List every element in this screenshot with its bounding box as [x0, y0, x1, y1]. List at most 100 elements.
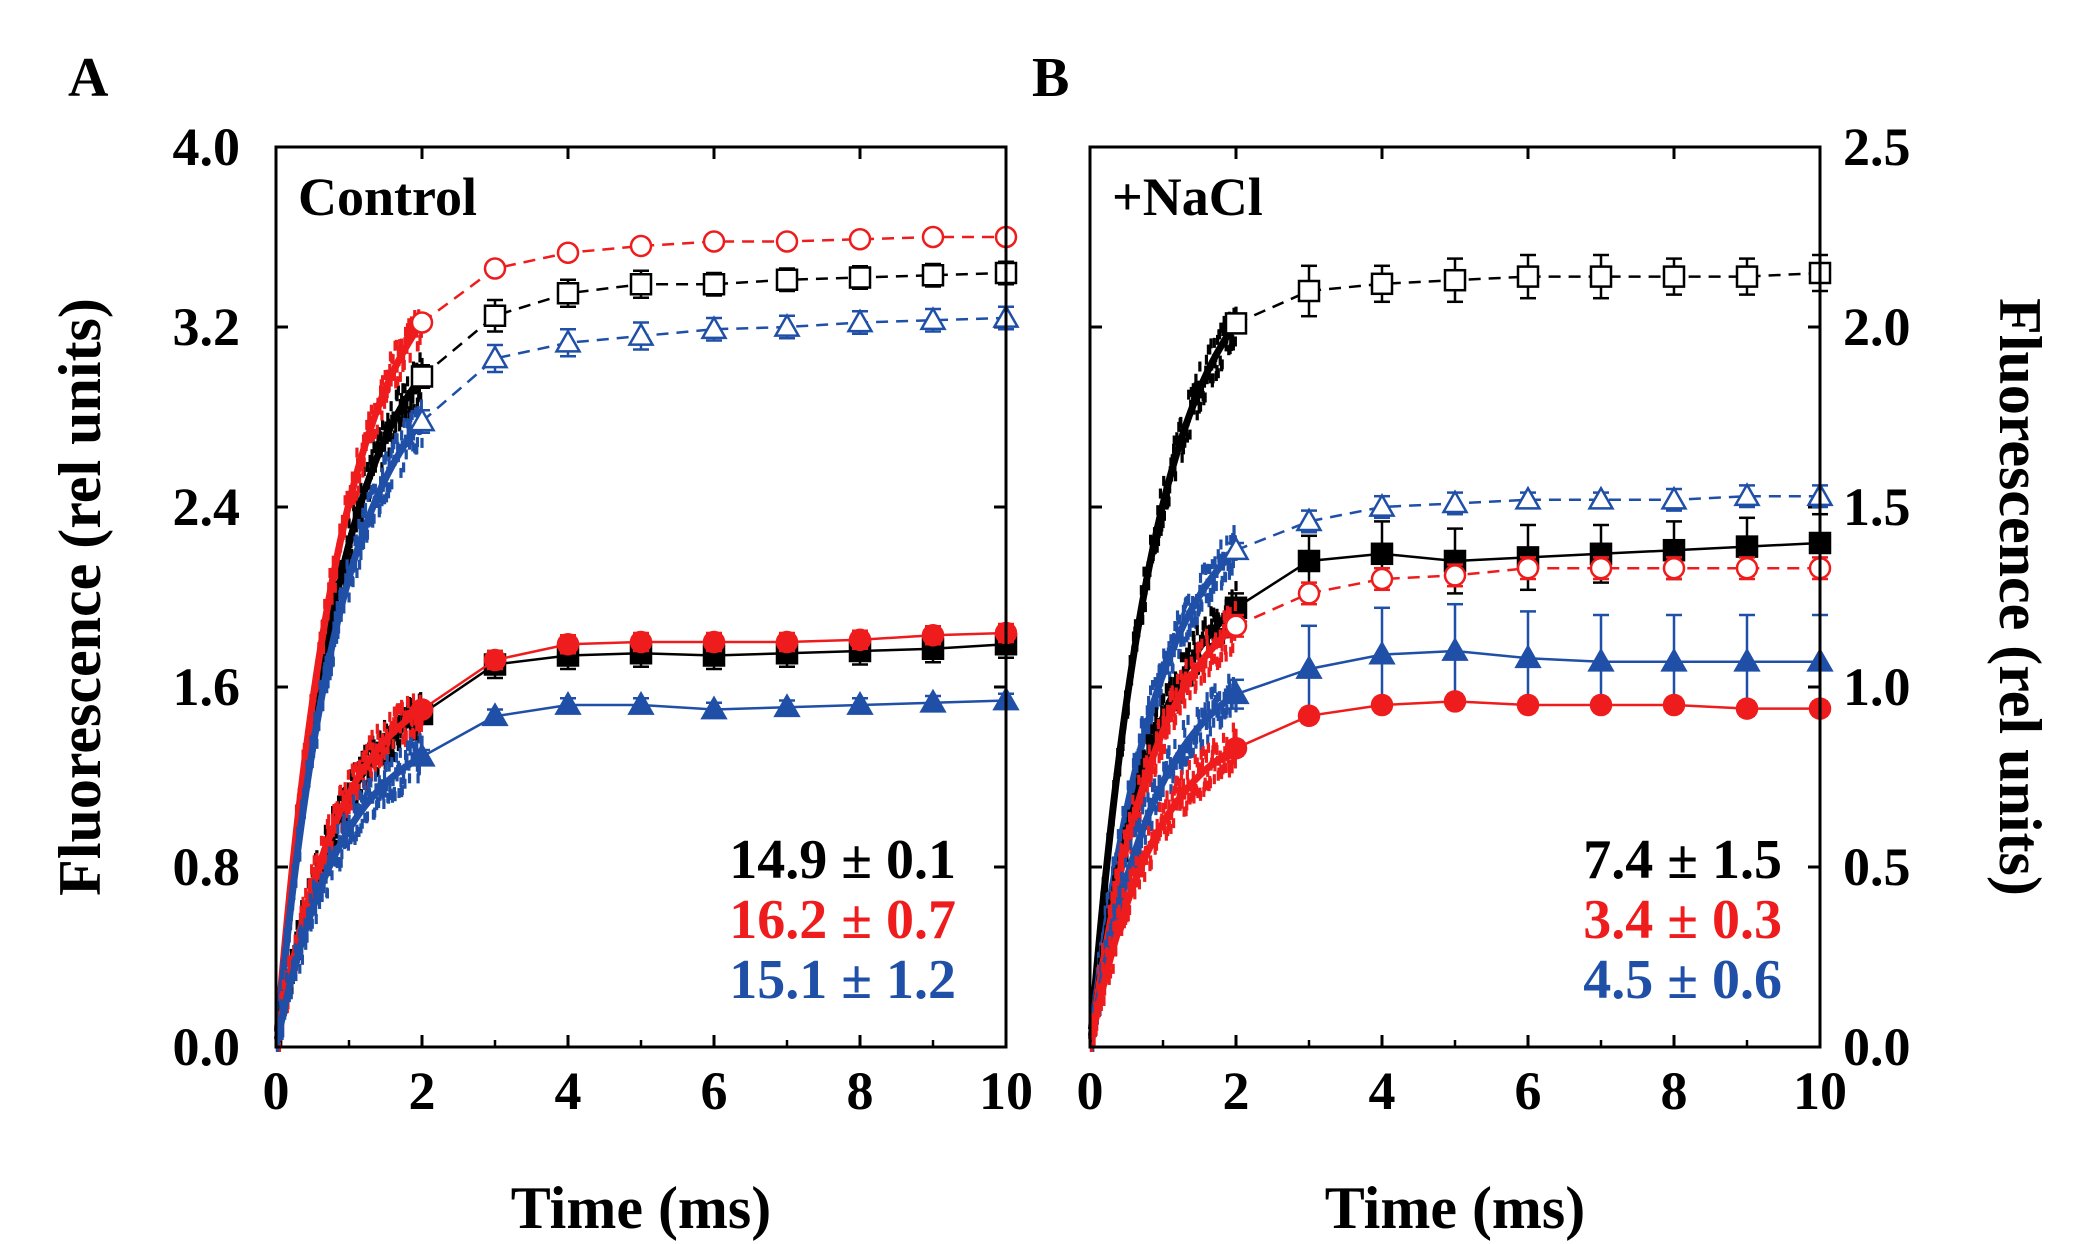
- data-point: [1514, 485, 1542, 510]
- y-tick-label-b-5: 2.5: [1843, 117, 1911, 177]
- rate-label-black-a: 14.9 ± 0.1: [729, 829, 956, 891]
- data-point: [1587, 647, 1615, 672]
- data-point: [1295, 507, 1323, 532]
- data-point: [775, 230, 799, 253]
- x-tick-label-b-1: 2: [1223, 1061, 1250, 1121]
- data-point: [483, 304, 507, 327]
- data-point: [1441, 489, 1469, 514]
- data-point: [556, 633, 580, 656]
- panel-letter-b: B: [1032, 47, 1069, 109]
- fast-phase-trace: [1087, 321, 1239, 1030]
- data-point: [1735, 697, 1759, 720]
- x-tick-label-b-0: 0: [1077, 1061, 1104, 1121]
- series-line: [1235, 271, 1821, 325]
- data-point: [1735, 535, 1759, 558]
- data-point: [1224, 312, 1248, 335]
- data-point: [1735, 265, 1759, 288]
- data-point: [1587, 485, 1615, 510]
- y-tick-label-b-3: 1.5: [1843, 477, 1911, 537]
- data-point: [848, 228, 872, 251]
- y-tick-label-b-2: 1.0: [1843, 657, 1911, 717]
- data-point: [1370, 693, 1394, 717]
- y-axis-label-b: Fluorescence (rel units): [1987, 298, 2053, 896]
- y-tick-label-b-1: 0.5: [1843, 837, 1911, 897]
- fast-phase-trace: [1087, 623, 1239, 1038]
- data-point: [921, 624, 945, 647]
- panel-a: A 0 2 4 6 8 10 0.0 0.8 1.6 2.4 3.2 4.0 Control 14.9…: [47, 47, 1033, 1241]
- data-point: [1514, 644, 1542, 669]
- series-a-blue-triangle-filled: [274, 686, 1020, 1052]
- data-point: [1224, 614, 1248, 638]
- data-point: [700, 315, 728, 340]
- data-point: [1297, 279, 1321, 303]
- data-point: [1297, 704, 1321, 728]
- panel-b: B 0 2 4 6 8 100.0 0.5 1.0 1.5 2.0 2.5 +NaCl 7.4 ± …: [1032, 47, 2053, 1241]
- data-point: [1443, 564, 1467, 587]
- data-point: [1224, 736, 1248, 760]
- data-point: [1589, 693, 1613, 717]
- fast-phase-trace: [1088, 745, 1238, 1041]
- data-point: [1368, 640, 1396, 665]
- fast-phase-trace: [273, 320, 425, 1030]
- data-point: [1443, 268, 1467, 292]
- rate-label-red-a: 16.2 ± 0.7: [729, 889, 956, 951]
- series-b-blue-triangle-filled: [1088, 602, 1834, 1052]
- y-axis-label-a: Fluorescence (rel units): [47, 298, 113, 896]
- x-tick-label-a-2: 4: [555, 1061, 582, 1121]
- data-point: [408, 742, 436, 767]
- plot-area-a: 0 2 4 6 8 10 0.0 0.8 1.6 2.4 3.2 4.0: [173, 117, 1034, 1121]
- data-point: [1589, 556, 1613, 580]
- panel-letter-a: A: [68, 47, 109, 109]
- data-point: [700, 695, 728, 720]
- data-point: [410, 698, 434, 721]
- data-point: [410, 311, 434, 334]
- panel-title-b: +NaCl: [1112, 167, 1263, 227]
- data-point: [848, 628, 872, 651]
- data-point: [1733, 482, 1761, 507]
- data-point: [1662, 265, 1686, 288]
- fast-phase-trace: [274, 706, 424, 1040]
- y-tick-label-b-0: 0.0: [1843, 1017, 1911, 1077]
- data-point: [846, 308, 874, 333]
- data-point: [919, 688, 947, 713]
- x-tick-label-b-2: 4: [1369, 1061, 1396, 1121]
- data-point: [1368, 492, 1396, 517]
- data-point: [775, 268, 799, 291]
- y-tick-label-a-3: 2.4: [173, 477, 241, 537]
- data-point: [702, 273, 726, 296]
- y-tick-label-a-4: 3.2: [173, 297, 241, 357]
- plot-frame-a: [274, 145, 1008, 1049]
- panel-title-a: Control: [298, 167, 477, 227]
- data-point: [629, 630, 653, 654]
- data-point: [408, 407, 436, 432]
- series-line: [1235, 494, 1820, 552]
- x-tick-label-a-0: 0: [263, 1061, 290, 1121]
- data-point: [1516, 556, 1540, 580]
- y-tick-label-a-5: 4.0: [173, 117, 241, 177]
- data-point: [848, 266, 872, 289]
- x-tick-label-b-3: 6: [1515, 1061, 1542, 1121]
- data-point: [629, 234, 653, 258]
- data-point: [1443, 690, 1467, 713]
- data-point: [1222, 680, 1250, 705]
- data-point: [1660, 647, 1688, 672]
- series-line: [421, 271, 1007, 378]
- plot-frame-b: [1088, 145, 1822, 1049]
- data-point: [919, 306, 947, 331]
- data-point: [1660, 485, 1688, 510]
- y-tick-label-a-0: 0.0: [173, 1017, 241, 1077]
- series-a-red-circle-filled: [274, 621, 1018, 1052]
- data-point: [627, 321, 655, 346]
- x-axis-label-b: Time (ms): [1325, 1175, 1586, 1241]
- data-point: [1370, 272, 1394, 296]
- data-point: [775, 630, 799, 654]
- data-point: [1735, 556, 1759, 580]
- data-point: [556, 282, 580, 305]
- data-point: [1441, 636, 1469, 661]
- data-point: [702, 230, 726, 253]
- data-point: [773, 312, 801, 337]
- data-point: [1662, 693, 1686, 717]
- data-point: [1370, 542, 1394, 566]
- data-point: [773, 693, 801, 718]
